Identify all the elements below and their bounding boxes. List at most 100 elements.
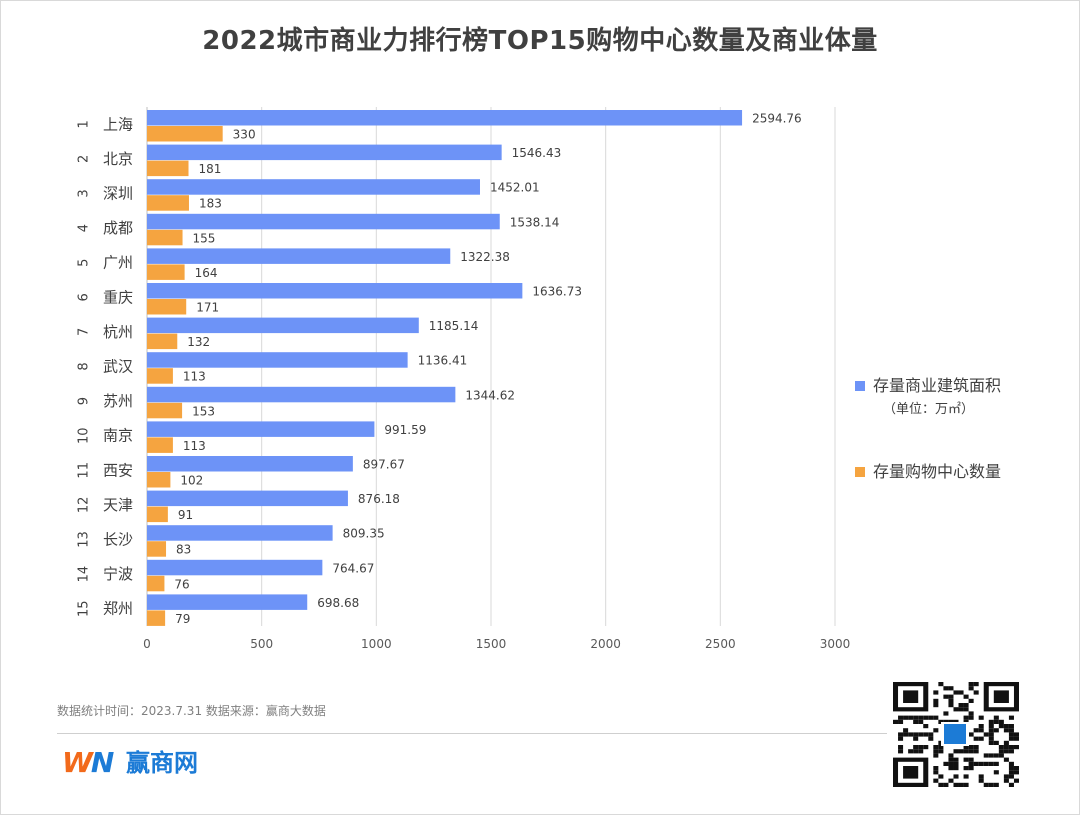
qr-module	[983, 753, 989, 758]
qr-module	[958, 782, 964, 787]
qr-module	[963, 766, 969, 771]
qr-module	[938, 774, 944, 779]
qr-module	[998, 753, 1004, 758]
rank-label: 10	[77, 427, 92, 444]
data-label-count: 76	[174, 577, 189, 591]
rank-label: 7	[77, 328, 92, 336]
qr-module	[948, 757, 954, 762]
qr-module	[988, 719, 994, 724]
data-label-area: 1136.41	[418, 354, 468, 368]
data-label-count: 91	[178, 508, 193, 522]
data-label-area: 876.18	[358, 492, 400, 506]
qr-module	[948, 761, 954, 766]
qr-module	[958, 703, 964, 708]
data-label-area: 764.67	[332, 561, 374, 575]
qr-module	[923, 732, 929, 737]
qr-finder	[993, 690, 1009, 703]
qr-module	[968, 711, 974, 716]
bar-area	[147, 594, 308, 610]
qr-module	[993, 753, 999, 758]
qr-module	[1003, 728, 1009, 733]
qr-module	[1013, 766, 1019, 771]
qr-module	[973, 728, 979, 733]
qr-module	[948, 719, 954, 724]
qr-module	[968, 698, 974, 703]
data-label-area: 1538.14	[510, 215, 560, 229]
qr-module	[938, 740, 944, 745]
qr-module	[908, 749, 914, 754]
qr-module	[993, 719, 999, 724]
x-tick-label: 1500	[476, 637, 507, 651]
qr-module	[953, 707, 959, 712]
qr-code	[893, 682, 1019, 787]
data-label-area: 809.35	[343, 527, 385, 541]
data-label-area: 1185.14	[429, 319, 479, 333]
qr-module	[913, 736, 919, 741]
rank-label: 5	[77, 259, 92, 267]
qr-module	[918, 719, 924, 724]
bar-count	[147, 299, 187, 315]
rank-label: 6	[77, 293, 92, 301]
qr-module	[898, 719, 904, 724]
data-label-count: 155	[193, 231, 216, 245]
qr-module	[898, 745, 904, 750]
qr-module	[918, 732, 924, 737]
bar-count	[147, 437, 173, 453]
qr-module	[953, 761, 959, 766]
bar-count	[147, 368, 173, 384]
bar-area	[147, 490, 348, 507]
qr-module	[938, 719, 944, 724]
qr-module	[938, 682, 944, 687]
qr-module	[933, 715, 939, 720]
bar-area	[147, 283, 523, 299]
qr-module	[903, 728, 909, 733]
x-tick-label: 0	[143, 637, 151, 651]
category-label: 长沙	[103, 531, 133, 549]
chart-title: 2022城市商业力排行榜TOP15购物中心数量及商业体量	[202, 26, 878, 56]
qr-finder	[903, 766, 919, 779]
qr-module	[903, 732, 909, 737]
qr-module	[1003, 778, 1009, 783]
category-label: 杭州	[103, 323, 133, 341]
data-label-area: 1344.62	[465, 388, 515, 402]
qr-module	[943, 711, 949, 716]
bar-count	[147, 610, 166, 626]
qr-module	[918, 745, 924, 750]
qr-module	[918, 749, 924, 754]
logo-mark: WN	[62, 746, 114, 779]
rank-label: 8	[77, 362, 92, 370]
qr-module	[943, 782, 949, 787]
qr-module	[1008, 715, 1014, 720]
footer-divider	[57, 733, 887, 734]
qr-module	[923, 715, 929, 720]
qr-module	[963, 707, 969, 712]
qr-module	[968, 732, 974, 737]
qr-module	[998, 749, 1004, 754]
qr-module	[1008, 736, 1014, 741]
qr-module	[998, 719, 1004, 724]
qr-module	[913, 715, 919, 720]
qr-module	[968, 766, 974, 771]
legend-item-area: 存量商业建筑面积	[855, 372, 1001, 400]
qr-module	[1003, 757, 1009, 762]
qr-module	[913, 745, 919, 750]
data-label-area: 991.59	[384, 423, 426, 437]
qr-module	[978, 724, 984, 729]
qr-module	[978, 778, 984, 783]
qr-module	[898, 749, 904, 754]
qr-module	[1003, 724, 1009, 729]
qr-module	[933, 698, 939, 703]
qr-module	[1003, 740, 1009, 745]
qr-module	[908, 715, 914, 720]
category-label: 天津	[103, 496, 133, 514]
data-label-area: 2594.76	[752, 112, 802, 126]
qr-module	[988, 728, 994, 733]
qr-module	[933, 770, 939, 775]
data-label-area: 1636.73	[532, 285, 582, 299]
qr-module	[943, 761, 949, 766]
qr-module	[928, 736, 934, 741]
qr-module	[1008, 732, 1014, 737]
qr-module	[973, 736, 979, 741]
qr-module	[1008, 761, 1014, 766]
data-label-area: 1546.43	[512, 146, 562, 160]
